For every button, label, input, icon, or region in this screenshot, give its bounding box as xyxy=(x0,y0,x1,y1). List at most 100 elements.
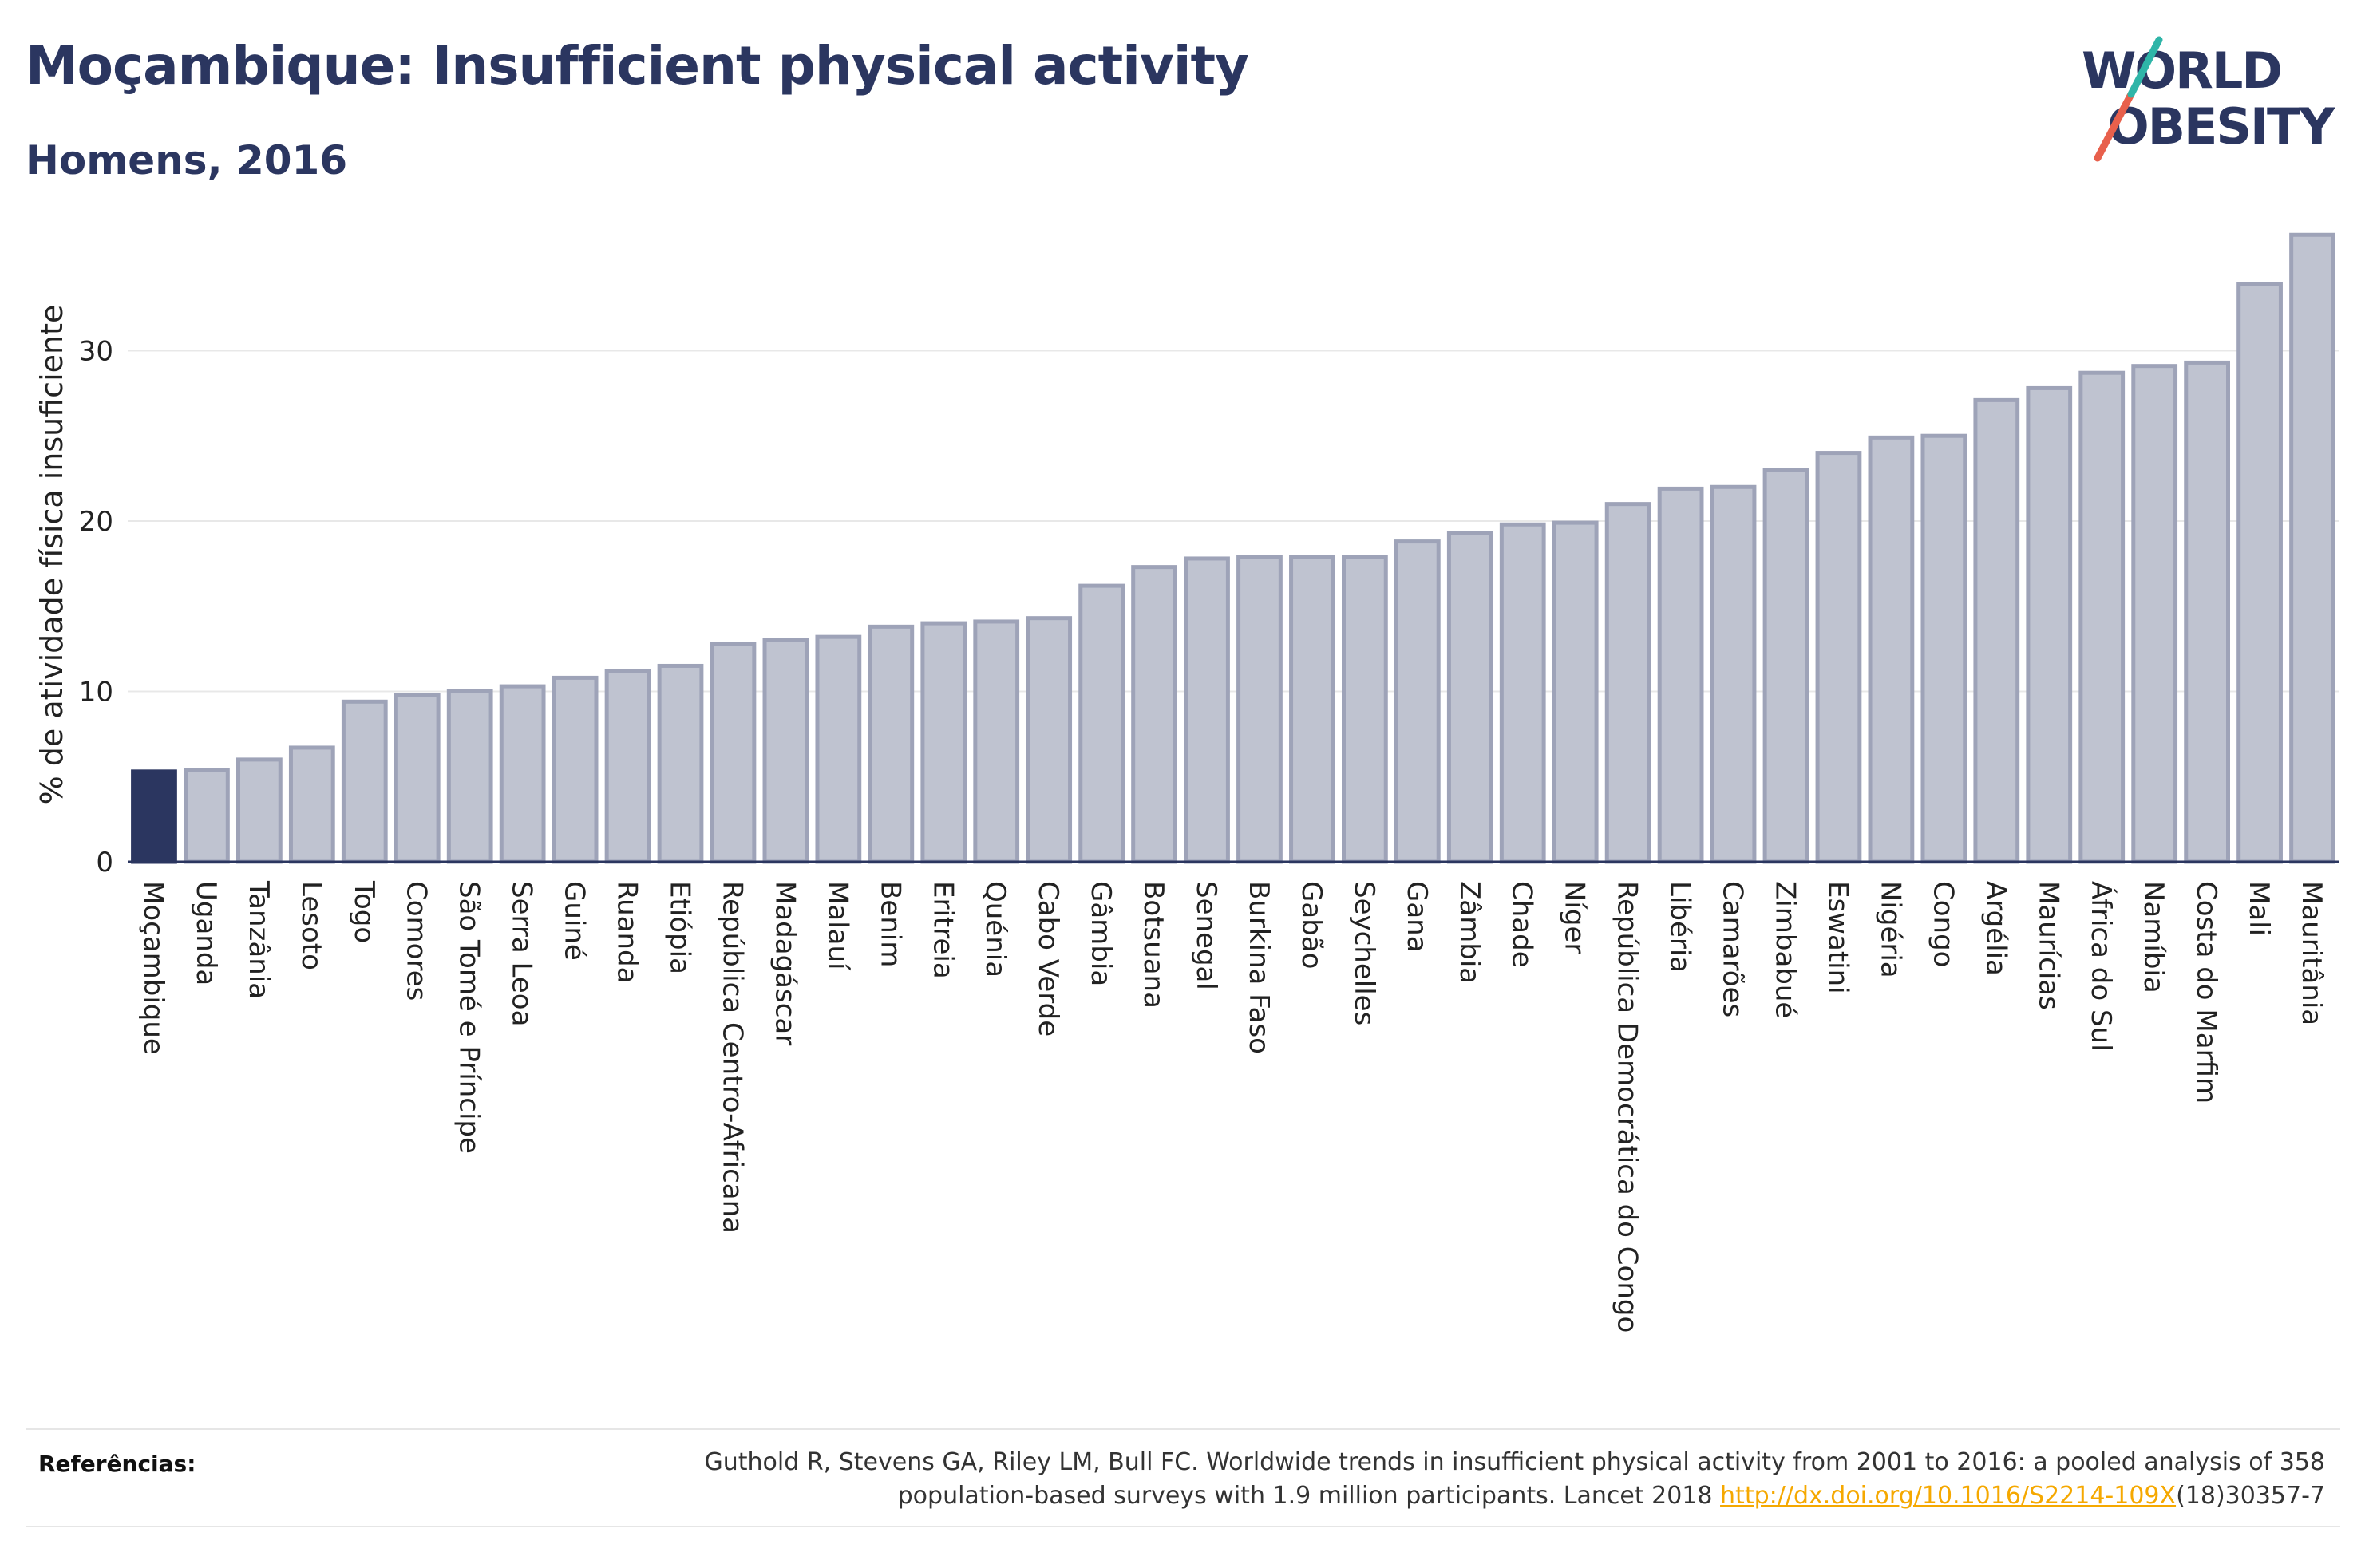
world-obesity-logo: WORLD OBESITY xyxy=(2082,36,2337,162)
chart-subtitle: Homens, 2016 xyxy=(26,137,348,184)
bar xyxy=(2131,364,2178,864)
reference-doi-suffix: (18)30357-7 xyxy=(2176,1482,2325,1510)
x-tick-label: Guiné xyxy=(559,881,591,961)
x-tick-label: Seychelles xyxy=(1348,881,1380,1025)
x-tick-label: Malauí xyxy=(821,881,853,971)
x-tick-label: República Democrática do Congo xyxy=(1612,881,1643,1333)
bar xyxy=(1762,468,1809,864)
y-tick-label: 20 xyxy=(79,506,113,538)
x-tick-label: Tanzânia xyxy=(243,880,275,999)
bar xyxy=(2184,360,2230,864)
bar xyxy=(1815,451,1862,864)
x-tick-label: Mali xyxy=(2243,881,2275,936)
bar xyxy=(1604,502,1651,864)
bar xyxy=(499,684,546,864)
x-tick-label: Moçambique xyxy=(137,881,169,1055)
bar-chart: 0 10 20 30 Moçambique Uganda Tanzânia Lesoto To… xyxy=(34,232,2339,1333)
bar xyxy=(1446,531,1493,864)
bar xyxy=(1184,556,1230,864)
x-tick-label: Namíbia xyxy=(2138,881,2169,993)
x-tick-label: São Tomé e Príncipe xyxy=(453,881,485,1154)
logo-slash-red xyxy=(2094,90,2135,162)
logo-word-world: WORLD xyxy=(2082,41,2281,100)
bar xyxy=(2289,232,2335,864)
bar xyxy=(2078,370,2126,864)
bar xyxy=(1552,520,1599,864)
references-text: Guthold R, Stevens GA, Riley LM, Bull FC… xyxy=(489,1446,2325,1513)
x-tick-label: Gâmbia xyxy=(1085,881,1117,986)
bar xyxy=(184,768,230,864)
logo-word-obesity: OBESITY xyxy=(2107,97,2335,156)
bar xyxy=(1289,555,1335,864)
x-tick-label: Gana xyxy=(1401,881,1433,953)
bar xyxy=(2026,385,2073,864)
x-tick-label: Gabão xyxy=(1295,881,1327,969)
bar xyxy=(1236,555,1283,864)
references-top-divider xyxy=(26,1428,2340,1430)
bar xyxy=(1710,484,1757,864)
bar xyxy=(1026,616,1073,864)
axes: 0 10 20 30 xyxy=(79,335,2339,879)
x-tick-label: África do Sul xyxy=(2085,881,2118,1052)
bar xyxy=(710,642,757,864)
bar xyxy=(552,675,599,864)
x-tick-label: Zimbabué xyxy=(1770,881,1801,1018)
bar xyxy=(1131,565,1177,864)
bar xyxy=(1657,486,1704,864)
bar xyxy=(1394,539,1441,864)
x-tick-label: Maurícias xyxy=(2032,881,2064,1010)
x-tick-label: Burkina Faso xyxy=(1243,881,1275,1054)
x-tick-label: Mauritânia xyxy=(2296,881,2327,1025)
x-tick-label: Madagáscar xyxy=(769,881,801,1045)
bar xyxy=(973,619,1020,864)
y-tick-label: 30 xyxy=(79,335,113,367)
x-tick-label: Argélia xyxy=(1979,881,2011,976)
y-axis-title: % de atividade física insuficiente xyxy=(34,305,69,805)
chart-title: Moçambique: Insufficient physical activi… xyxy=(26,35,1249,97)
category-labels: Moçambique Uganda Tanzânia Lesoto Togo Comore… xyxy=(137,880,2327,1333)
gridlines xyxy=(128,350,2339,693)
bar xyxy=(341,699,388,864)
bar xyxy=(1499,522,1546,864)
bar xyxy=(2236,282,2283,864)
reference-line-1: Guthold R, Stevens GA, Riley LM, Bull FC… xyxy=(704,1448,2325,1476)
x-tick-label: Comores xyxy=(401,881,433,1001)
references-bottom-divider xyxy=(26,1526,2340,1527)
bar xyxy=(1973,397,2020,864)
bar xyxy=(657,663,704,864)
x-tick-label: República Centro-Africana xyxy=(716,881,748,1234)
bar xyxy=(288,745,335,864)
bar xyxy=(762,638,809,864)
x-tick-label: Uganda xyxy=(190,881,222,985)
bar xyxy=(1078,583,1125,864)
bars xyxy=(131,232,2335,864)
x-tick-label: Quénia xyxy=(979,881,1011,978)
x-tick-label: Togo xyxy=(348,880,380,943)
bar xyxy=(868,624,915,864)
x-tick-label: Eswatini xyxy=(1821,881,1853,994)
x-tick-label: Camarões xyxy=(1717,881,1749,1017)
x-tick-label: Costa do Marfim xyxy=(2190,881,2222,1104)
x-tick-label: Serra Leoa xyxy=(506,881,538,1026)
bar xyxy=(920,621,967,864)
x-tick-label: Níger xyxy=(1559,881,1591,954)
x-tick-label: Cabo Verde xyxy=(1032,881,1064,1037)
x-tick-label: Eritreia xyxy=(927,881,959,979)
y-tick-label: 0 xyxy=(96,847,113,879)
reference-line-2: population-based surveys with 1.9 millio… xyxy=(897,1482,1721,1510)
doi-link[interactable]: http://dx.doi.org/10.1016/S2214-109X xyxy=(1720,1482,2177,1510)
bar xyxy=(394,693,441,864)
x-tick-label: Libéria xyxy=(1664,881,1696,973)
bar xyxy=(815,634,862,864)
references-label: Referências: xyxy=(38,1451,196,1477)
x-tick-label: Zâmbia xyxy=(1453,881,1485,984)
bar-highlight xyxy=(131,769,177,864)
y-tick-label: 10 xyxy=(79,676,113,708)
bar xyxy=(1868,435,1915,864)
x-tick-label: Etiópia xyxy=(664,881,696,974)
bar xyxy=(1920,433,1968,864)
x-tick-label: Senegal xyxy=(1190,881,1222,990)
bar xyxy=(236,757,283,864)
x-tick-label: Lesoto xyxy=(295,881,327,970)
x-tick-label: Ruanda xyxy=(611,881,643,983)
